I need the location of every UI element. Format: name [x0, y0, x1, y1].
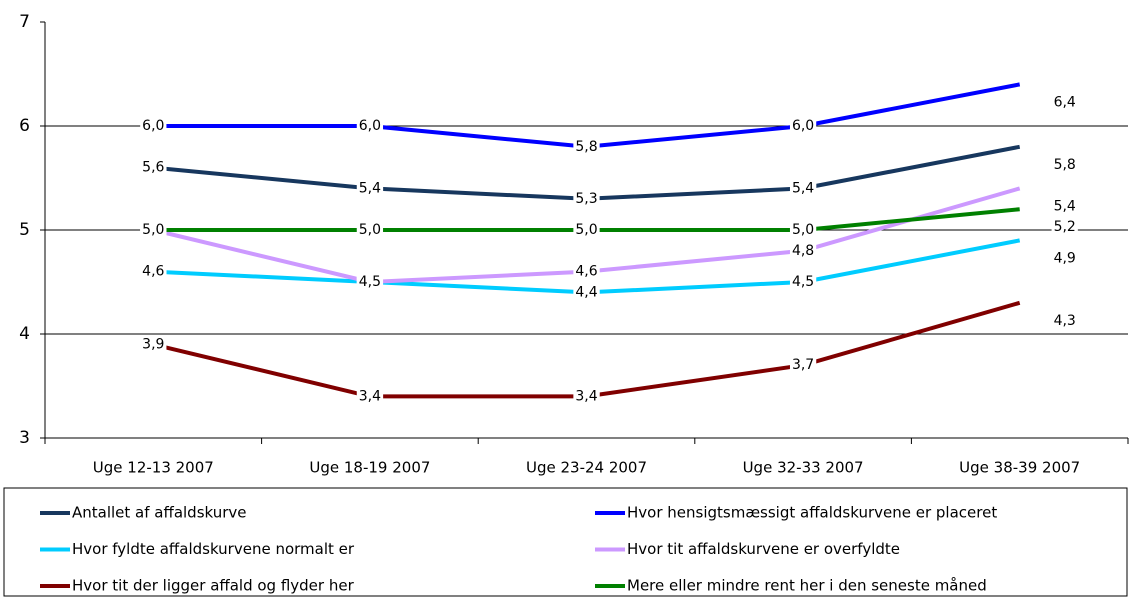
- value-label-bg: [1051, 198, 1078, 215]
- value-label: 4,3: [1054, 313, 1076, 329]
- legend-box: [3, 487, 1128, 597]
- value-label: 6,0: [359, 118, 381, 134]
- y-tick-label: 5: [19, 220, 30, 240]
- value-label-bg: [1051, 312, 1078, 329]
- value-label: 5,4: [792, 180, 814, 196]
- x-tick-label: Uge 23-24 2007: [526, 459, 647, 477]
- y-tick-label: 3: [19, 428, 30, 448]
- value-label: 5,0: [359, 222, 381, 238]
- value-label-bg: [356, 118, 384, 134]
- value-label: 4,5: [359, 274, 381, 290]
- value-label-bg: [1051, 219, 1078, 236]
- value-label: 3,4: [359, 388, 381, 404]
- value-label-bg: [1051, 250, 1078, 267]
- value-label: 3,9: [142, 336, 164, 352]
- value-label: 4,5: [792, 274, 814, 290]
- value-label: 4,9: [1054, 250, 1076, 266]
- value-label-bg: [573, 388, 600, 405]
- value-label-bg: [573, 138, 600, 155]
- value-label-bg: [140, 222, 167, 238]
- value-label: 5,3: [575, 191, 597, 207]
- value-label-bg: [356, 274, 384, 290]
- value-label: 3,4: [575, 388, 597, 404]
- x-tick-label: Uge 18-19 2007: [309, 459, 430, 477]
- value-label-bg: [573, 222, 600, 238]
- y-tick-label: 7: [19, 12, 30, 32]
- value-label: 5,4: [359, 180, 381, 196]
- value-label-bg: [573, 284, 600, 301]
- value-label: 5,0: [142, 222, 164, 238]
- value-label: 5,6: [142, 160, 164, 176]
- value-label: 4,6: [142, 264, 164, 280]
- legend-label: Hvor tit der ligger affald og flyder her: [72, 577, 355, 595]
- value-label: 6,4: [1054, 94, 1076, 110]
- legend-label: Hvor fyldte affaldskurvene normalt er: [72, 540, 355, 558]
- value-label-bg: [140, 336, 167, 353]
- value-label-bg: [789, 274, 817, 290]
- value-label-bg: [789, 357, 817, 374]
- value-label-bg: [789, 118, 817, 134]
- value-label: 5,8: [575, 139, 597, 155]
- value-label-bg: [140, 263, 167, 280]
- value-label-bg: [573, 190, 600, 207]
- value-label: 4,6: [575, 264, 597, 280]
- value-label: 5,2: [1054, 219, 1076, 235]
- value-label-bg: [356, 222, 384, 238]
- value-label: 4,8: [792, 243, 814, 259]
- legend-label: Hvor tit affaldskurvene er overfyldte: [627, 540, 900, 558]
- value-label-bg: [789, 180, 817, 197]
- value-label-bg: [356, 180, 384, 197]
- series-line: [153, 82, 1021, 149]
- legend-label: Mere eller mindre rent her i den seneste…: [627, 577, 987, 595]
- value-label-bg: [573, 263, 600, 280]
- value-label-bg: [1051, 94, 1078, 111]
- value-label: 5,0: [575, 222, 597, 238]
- value-label-bg: [1051, 156, 1078, 173]
- value-label: 5,8: [1054, 157, 1076, 173]
- legend-label: Hvor hensigtsmæssigt affaldskurvene er p…: [627, 504, 997, 522]
- value-label-bg: [789, 242, 817, 259]
- x-tick-label: Uge 12-13 2007: [93, 459, 214, 477]
- value-label: 5,4: [1054, 198, 1076, 214]
- series-line: [152, 300, 1021, 399]
- x-tick-label: Uge 32-33 2007: [743, 459, 864, 477]
- value-label-bg: [140, 118, 167, 134]
- value-label: 3,7: [792, 357, 814, 373]
- y-tick-label: 4: [19, 324, 30, 344]
- x-tick-label: Uge 38-39 2007: [959, 459, 1080, 477]
- value-label: 5,0: [792, 222, 814, 238]
- y-tick-label: 6: [19, 116, 30, 136]
- value-label-bg: [356, 388, 384, 405]
- value-label: 4,4: [575, 284, 597, 300]
- value-label-bg: [789, 222, 817, 238]
- value-label: 6,0: [142, 118, 164, 134]
- value-label: 6,0: [792, 118, 814, 134]
- value-label-bg: [140, 159, 167, 176]
- legend-label: Antallet af affaldskurve: [72, 504, 247, 522]
